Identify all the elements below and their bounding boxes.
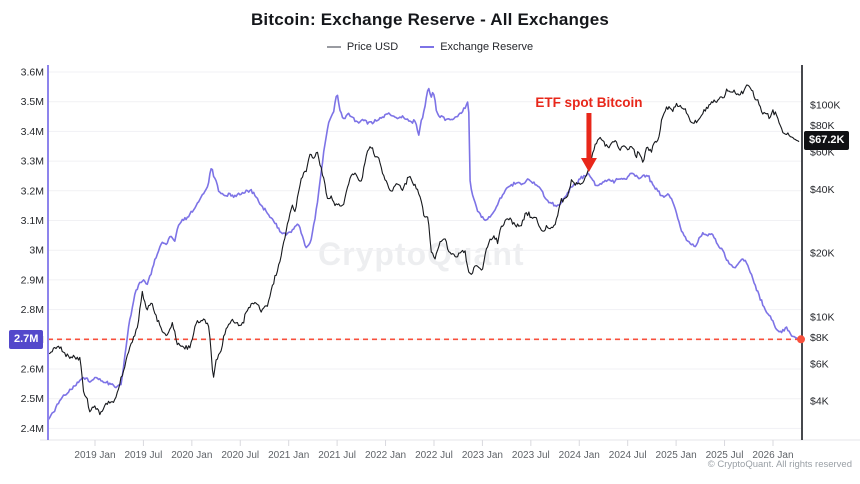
x-axis-tick-label: 2021 Jul [318,450,356,461]
y-axis-right-tick-label: $6K [810,358,829,370]
x-axis-tick-label: 2022 Jul [415,450,453,461]
y-axis-left-tick-label: 3.3M [21,156,44,168]
price-usd-line-swatch-icon [326,46,341,48]
y-axis-left-tick-label: 3.2M [21,185,44,197]
y-axis-right-tick-label: $10K [810,311,835,323]
legend-label-exchange-reserve: Exchange Reserve [440,41,534,53]
y-axis-left-tick-label: 3.4M [21,126,44,138]
y-axis-left-tick-label: 2.9M [21,274,44,286]
x-axis-tick-label: 2019 Jul [124,450,162,461]
y-axis-left-tick-label: 3.1M [21,215,44,227]
x-axis-tick-label: 2023 Jan [462,450,503,461]
y-axis-left-tick-label: 2.5M [21,393,44,405]
price-usd-line [48,84,800,416]
chart-legend: Price USD Exchange Reserve [0,41,860,53]
reserve-endpoint-dot [797,335,805,344]
y-axis-right-tick-label: $4K [810,396,829,408]
exchange-reserve-line-swatch-icon [420,46,435,48]
x-axis-tick-label: 2024 Jan [559,450,600,461]
etf-arrow-head-icon [580,158,597,172]
x-axis-tick-label: 2023 Jul [512,450,550,461]
x-axis-tick-label: 2022 Jan [365,450,406,461]
x-axis-tick-label: 2019 Jan [74,450,115,461]
y-axis-left-tick-label: 2.6M [21,364,44,376]
legend-label-price-usd: Price USD [346,41,399,53]
y-axis-right-tick-label: $20K [810,248,835,260]
exchange-reserve-line [47,87,800,420]
legend-item-exchange-reserve[interactable]: Exchange Reserve [420,41,533,53]
y-axis-right-tick-label: $100K [810,100,840,112]
x-axis-tick-label: 2020 Jan [171,450,212,461]
x-axis-tick-label: 2021 Jan [268,450,309,461]
x-axis-tick-label: 2026 Jan [752,450,793,461]
y-axis-right-tick-label: $8K [810,332,829,344]
x-axis-tick-label: 2020 Jul [221,450,259,461]
y-axis-right-tick-label: $40K [810,184,835,196]
copyright-text: © CryptoQuant. All rights reserved [707,459,852,470]
current-reserve-badge: 2.7M [9,330,44,349]
y-axis-right-tick-label: $80K [810,120,835,132]
x-axis-tick-label: 2025 Jul [706,450,744,461]
etf-annotation-text: ETF spot Bitcoin [535,95,643,110]
legend-item-price-usd[interactable]: Price USD [326,41,399,53]
x-axis-tick-label: 2025 Jan [656,450,697,461]
y-axis-left-tick-label: 3.6M [21,67,44,79]
y-axis-left-tick-label: 2.8M [21,304,44,316]
y-axis-left-tick-label: 3M [29,245,44,257]
y-axis-left-tick-label: 2.4M [21,423,44,435]
x-axis-tick-label: 2024 Jul [609,450,647,461]
y-axis-left-tick-label: 3.5M [21,96,44,108]
page-title: Bitcoin: Exchange Reserve - All Exchange… [250,10,610,29]
current-price-badge: $67.2K [804,131,850,150]
